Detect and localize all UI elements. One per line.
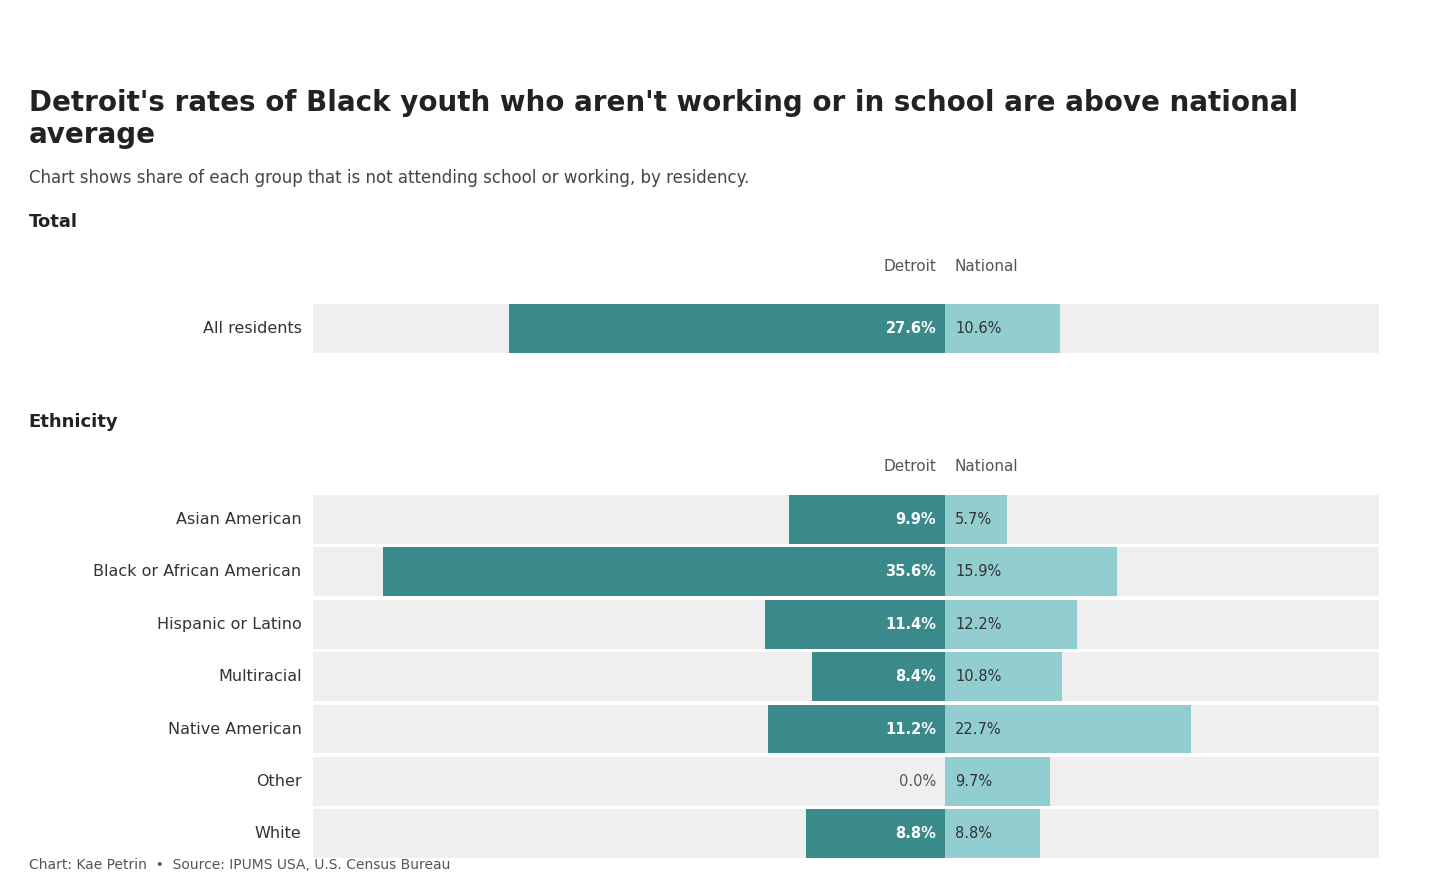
Text: All residents: All residents: [202, 321, 302, 336]
FancyBboxPatch shape: [788, 496, 945, 543]
Text: National: National: [955, 459, 1018, 473]
Text: Asian American: Asian American: [177, 512, 302, 527]
Text: Black or African American: Black or African American: [93, 565, 302, 579]
Text: Other: Other: [256, 774, 302, 789]
Text: Detroit: Detroit: [883, 459, 936, 473]
Text: Chart shows share of each group that is not attending school or working, by resi: Chart shows share of each group that is …: [29, 169, 750, 186]
FancyBboxPatch shape: [945, 757, 1050, 806]
Text: Multiracial: Multiracial: [218, 670, 302, 684]
FancyBboxPatch shape: [813, 652, 945, 702]
Text: National: National: [955, 259, 1018, 274]
Text: 8.8%: 8.8%: [896, 827, 936, 841]
Text: White: White: [254, 827, 302, 841]
Text: 10.6%: 10.6%: [955, 321, 1001, 336]
FancyBboxPatch shape: [313, 757, 1379, 806]
FancyBboxPatch shape: [313, 600, 1379, 648]
FancyBboxPatch shape: [765, 600, 945, 648]
FancyBboxPatch shape: [508, 304, 945, 353]
Text: 8.4%: 8.4%: [896, 670, 936, 684]
FancyBboxPatch shape: [945, 652, 1063, 702]
Text: 5.7%: 5.7%: [955, 512, 992, 527]
Text: 12.2%: 12.2%: [955, 617, 1001, 631]
Text: Ethnicity: Ethnicity: [29, 413, 118, 431]
Text: 11.2%: 11.2%: [885, 722, 936, 736]
FancyBboxPatch shape: [313, 304, 1379, 353]
FancyBboxPatch shape: [945, 547, 1117, 597]
Text: 0.0%: 0.0%: [899, 774, 936, 789]
Text: 8.8%: 8.8%: [955, 827, 992, 841]
FancyBboxPatch shape: [806, 810, 945, 858]
FancyBboxPatch shape: [945, 600, 1077, 648]
Text: Hispanic or Latino: Hispanic or Latino: [157, 617, 302, 631]
Text: 11.4%: 11.4%: [885, 617, 936, 631]
Text: 9.9%: 9.9%: [896, 512, 936, 527]
FancyBboxPatch shape: [945, 705, 1190, 753]
FancyBboxPatch shape: [382, 547, 945, 597]
Text: Native American: Native American: [168, 722, 302, 736]
FancyBboxPatch shape: [313, 496, 1379, 543]
Text: 9.7%: 9.7%: [955, 774, 992, 789]
Text: 15.9%: 15.9%: [955, 565, 1001, 579]
Text: 27.6%: 27.6%: [886, 321, 936, 336]
Text: Chart: Kae Petrin  •  Source: IPUMS USA, U.S. Census Bureau: Chart: Kae Petrin • Source: IPUMS USA, U…: [29, 858, 449, 872]
Text: Detroit: Detroit: [883, 259, 936, 274]
Text: 10.8%: 10.8%: [955, 670, 1001, 684]
Text: 35.6%: 35.6%: [886, 565, 936, 579]
Text: 22.7%: 22.7%: [955, 722, 1001, 736]
FancyBboxPatch shape: [768, 705, 945, 753]
Text: Total: Total: [29, 213, 78, 231]
Text: Detroit's rates of Black youth who aren't working or in school are above nationa: Detroit's rates of Black youth who aren'…: [29, 89, 1298, 149]
FancyBboxPatch shape: [313, 810, 1379, 858]
FancyBboxPatch shape: [313, 652, 1379, 702]
FancyBboxPatch shape: [945, 496, 1007, 543]
FancyBboxPatch shape: [313, 705, 1379, 753]
FancyBboxPatch shape: [945, 304, 1060, 353]
FancyBboxPatch shape: [945, 810, 1040, 858]
Text: Chart: Kae Petrin  •  Source:: Chart: Kae Petrin • Source:: [29, 858, 228, 872]
FancyBboxPatch shape: [313, 547, 1379, 597]
